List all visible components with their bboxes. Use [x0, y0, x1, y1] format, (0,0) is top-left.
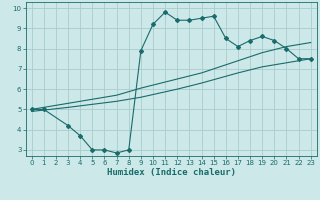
X-axis label: Humidex (Indice chaleur): Humidex (Indice chaleur)	[107, 168, 236, 177]
